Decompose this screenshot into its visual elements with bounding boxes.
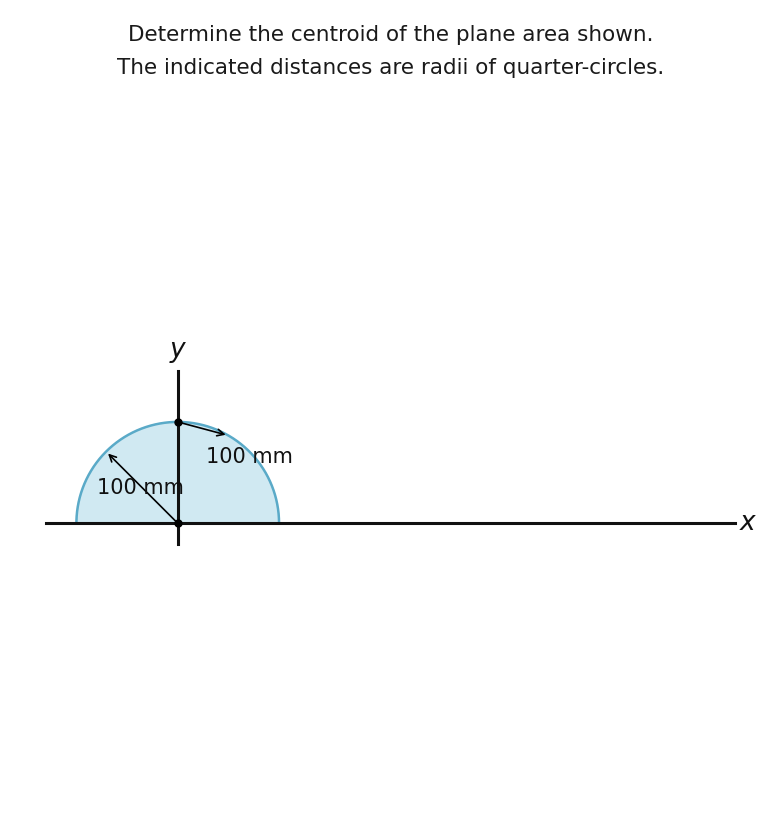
Text: Determine the centroid of the plane area shown.: Determine the centroid of the plane area…: [128, 25, 653, 45]
Text: 100 mm: 100 mm: [206, 447, 293, 467]
Text: 100 mm: 100 mm: [97, 478, 184, 498]
Text: y: y: [170, 337, 186, 363]
Text: The indicated distances are radii of quarter-circles.: The indicated distances are radii of qua…: [117, 58, 664, 78]
Polygon shape: [77, 422, 279, 523]
Text: x: x: [740, 510, 756, 536]
